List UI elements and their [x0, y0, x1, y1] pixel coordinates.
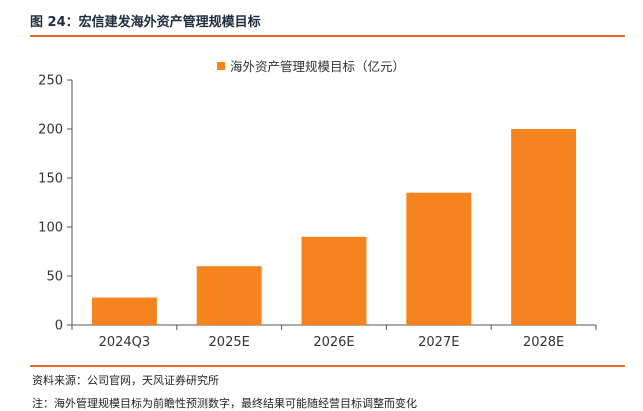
x-tick-label: 2025E	[209, 335, 250, 350]
x-tick-label: 2024Q3	[99, 335, 151, 350]
footnote: 注：海外管理规模目标为前瞻性预测数字，最终结果可能随经营目标调整而变化	[32, 397, 417, 410]
y-tick-label: 0	[55, 319, 63, 334]
y-axis: 0 50 100 150 200 250	[38, 74, 73, 334]
y-tick-label: 250	[38, 74, 63, 89]
figure-title: 图 24：宏信建发海外资产管理规模目标	[30, 15, 261, 30]
bar-2024Q3	[91, 297, 157, 325]
bottom-rule	[30, 365, 625, 367]
bar-2026E	[301, 236, 367, 325]
bars	[91, 129, 577, 325]
y-tick-label: 150	[38, 172, 63, 187]
x-axis: 2024Q3 2025E 2026E 2027E 2028E	[71, 324, 597, 350]
y-tick-label: 50	[46, 270, 63, 285]
legend-label: 海外资产管理规模目标（亿元）	[230, 59, 405, 74]
bar-2028E	[511, 129, 577, 325]
legend: 海外资产管理规模目标（亿元）	[217, 59, 405, 74]
y-tick-label: 100	[38, 221, 63, 236]
x-tick-label: 2028E	[523, 335, 564, 350]
legend-swatch	[217, 62, 225, 70]
bar-2027E	[406, 192, 472, 325]
bar-2025E	[196, 266, 262, 325]
top-rule	[30, 35, 625, 37]
x-tick-label: 2027E	[418, 335, 459, 350]
x-tick-label: 2026E	[313, 335, 354, 350]
y-tick-label: 200	[38, 123, 63, 138]
source-note: 资料来源：公司官网，天风证券研究所	[32, 374, 219, 387]
